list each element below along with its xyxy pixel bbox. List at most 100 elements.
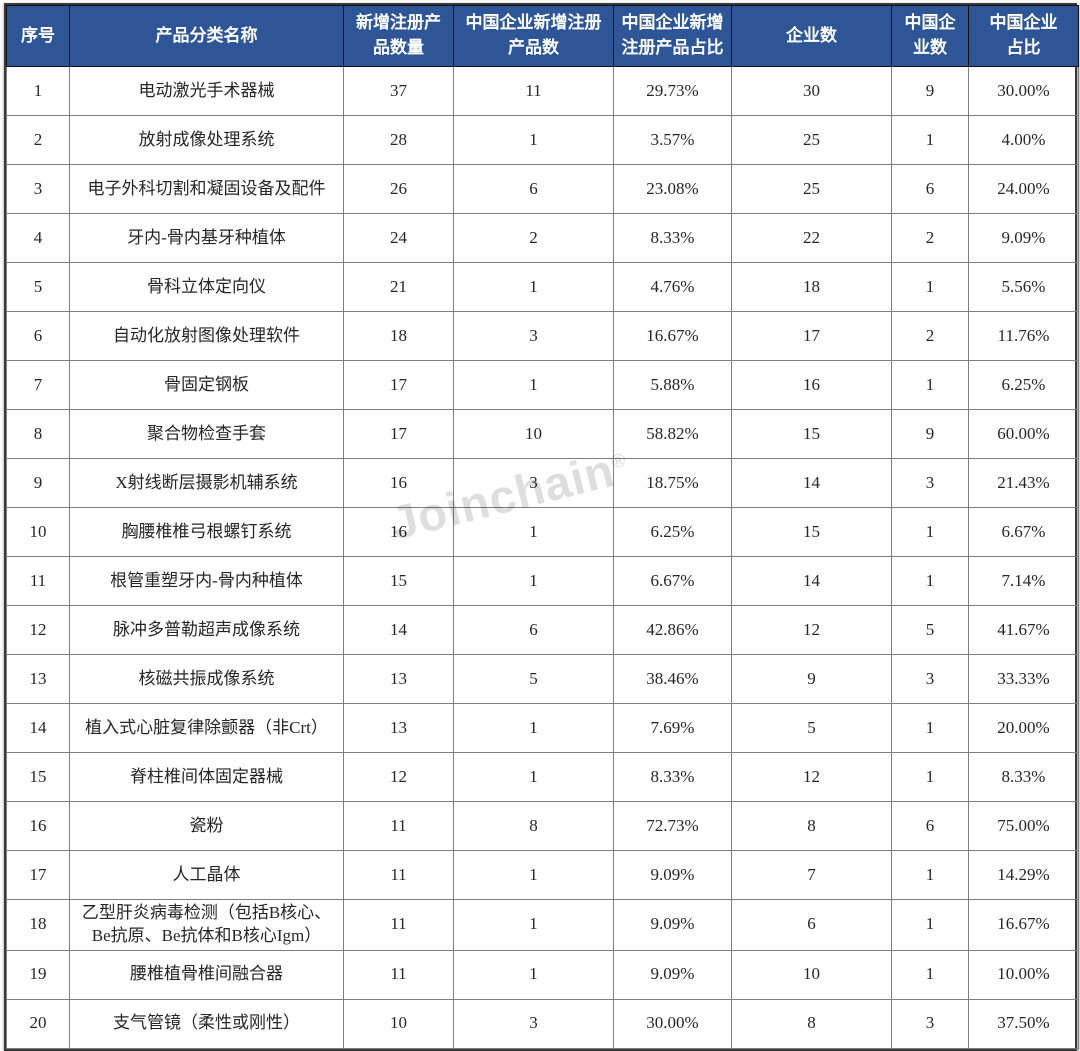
cell-new-registered-products: 13 <box>343 654 454 704</box>
cell-cn-enterprise-new-registered-products: 1 <box>453 115 614 165</box>
cell-cn-enterprise-share: 8.33% <box>968 752 1079 802</box>
cell-product-category-name: 聚合物检查手套 <box>69 409 344 459</box>
cell-cn-enterprise-share: 6.67% <box>968 507 1079 557</box>
cell-enterprise-count: 15 <box>731 409 892 459</box>
cell-cn-enterprise-new-registered-products: 1 <box>453 262 614 312</box>
cell-enterprise-count: 15 <box>731 507 892 557</box>
cell-enterprise-count: 8 <box>731 801 892 851</box>
table-body: 1 电动激光手术器械 37 11 29.73% 30 9 30.00% 2 放射成像处理系统 28 1… <box>6 66 1079 1049</box>
cell-cn-enterprise-count: 1 <box>891 752 969 802</box>
cell-cn-enterprise-share: 11.76% <box>968 311 1079 361</box>
cell-new-registered-products: 37 <box>343 66 454 116</box>
cell-cn-enterprise-count: 2 <box>891 213 969 263</box>
cell-enterprise-count: 25 <box>731 115 892 165</box>
table-row: 20 支气管镜（柔性或刚性） 10 3 30.00% 8 3 37.50% <box>6 998 1079 1049</box>
cell-product-category-name: 瓷粉 <box>69 801 344 851</box>
cell-cn-enterprise-new-registered-share: 4.76% <box>613 262 732 312</box>
cell-cn-enterprise-share: 9.09% <box>968 213 1079 263</box>
cell-cn-enterprise-share: 7.14% <box>968 556 1079 606</box>
cell-cn-enterprise-new-registered-share: 9.09% <box>613 899 732 951</box>
column-header-product-category-name: 产品分类名称 <box>69 5 344 67</box>
cell-index: 20 <box>6 998 70 1049</box>
table-row: 2 放射成像处理系统 28 1 3.57% 25 1 4.00% <box>6 115 1079 165</box>
table-row: 4 牙内-骨内基牙种植体 24 2 8.33% 22 2 9.09% <box>6 213 1079 263</box>
cell-product-category-name: 骨固定钢板 <box>69 360 344 410</box>
cell-enterprise-count: 6 <box>731 899 892 951</box>
cell-product-category-name: 放射成像处理系统 <box>69 115 344 165</box>
cell-new-registered-products: 12 <box>343 752 454 802</box>
cell-cn-enterprise-count: 1 <box>891 899 969 951</box>
cell-cn-enterprise-count: 3 <box>891 654 969 704</box>
cell-cn-enterprise-share: 6.25% <box>968 360 1079 410</box>
cell-product-category-name: 电子外科切割和凝固设备及配件 <box>69 164 344 214</box>
cell-cn-enterprise-count: 1 <box>891 556 969 606</box>
cell-enterprise-count: 5 <box>731 703 892 753</box>
cell-cn-enterprise-new-registered-products: 5 <box>453 654 614 704</box>
cell-product-category-name: X射线断层摄影机辅系统 <box>69 458 344 508</box>
cell-cn-enterprise-share: 30.00% <box>968 66 1079 116</box>
cell-cn-enterprise-new-registered-share: 8.33% <box>613 752 732 802</box>
table-row: 12 脉冲多普勒超声成像系统 14 6 42.86% 12 5 41.67% <box>6 605 1079 655</box>
cell-enterprise-count: 7 <box>731 850 892 900</box>
cell-new-registered-products: 18 <box>343 311 454 361</box>
table-row: 3 电子外科切割和凝固设备及配件 26 6 23.08% 25 6 24.00% <box>6 164 1079 214</box>
cell-index: 14 <box>6 703 70 753</box>
cell-cn-enterprise-share: 75.00% <box>968 801 1079 851</box>
cell-cn-enterprise-new-registered-share: 5.88% <box>613 360 732 410</box>
cell-new-registered-products: 10 <box>343 998 454 1049</box>
table-row: 18 乙型肝炎病毒检测（包括B核心、Be抗原、Be抗体和B核心Igm） 11 1 9.0… <box>6 899 1079 951</box>
cell-product-category-name: 根管重塑牙内-骨内种植体 <box>69 556 344 606</box>
cell-product-category-name: 腰椎植骨椎间融合器 <box>69 949 344 1000</box>
cell-cn-enterprise-count: 1 <box>891 703 969 753</box>
cell-cn-enterprise-count: 1 <box>891 949 969 1000</box>
table-row: 11 根管重塑牙内-骨内种植体 15 1 6.67% 14 1 7.14% <box>6 556 1079 606</box>
cell-cn-enterprise-count: 6 <box>891 801 969 851</box>
cell-product-category-name: 胸腰椎椎弓根螺钉系统 <box>69 507 344 557</box>
cell-product-category-name: 自动化放射图像处理软件 <box>69 311 344 361</box>
cell-cn-enterprise-count: 3 <box>891 998 969 1049</box>
cell-new-registered-products: 21 <box>343 262 454 312</box>
table-row: 6 自动化放射图像处理软件 18 3 16.67% 17 2 11.76% <box>6 311 1079 361</box>
cell-cn-enterprise-new-registered-share: 9.09% <box>613 949 732 1000</box>
column-header-cn-enterprise-count: 中国企 业数 <box>891 5 969 67</box>
cell-enterprise-count: 14 <box>731 458 892 508</box>
cell-cn-enterprise-new-registered-products: 6 <box>453 164 614 214</box>
cell-enterprise-count: 30 <box>731 66 892 116</box>
cell-cn-enterprise-new-registered-share: 7.69% <box>613 703 732 753</box>
table-row: 14 植入式心脏复律除颤器（非Crt） 13 1 7.69% 5 1 20.00% <box>6 703 1079 753</box>
cell-enterprise-count: 14 <box>731 556 892 606</box>
cell-cn-enterprise-new-registered-share: 6.25% <box>613 507 732 557</box>
cell-cn-enterprise-share: 24.00% <box>968 164 1079 214</box>
cell-cn-enterprise-new-registered-products: 3 <box>453 998 614 1049</box>
cell-cn-enterprise-new-registered-share: 8.33% <box>613 213 732 263</box>
cell-index: 13 <box>6 654 70 704</box>
cell-cn-enterprise-new-registered-share: 29.73% <box>613 66 732 116</box>
table-row: 13 核磁共振成像系统 13 5 38.46% 9 3 33.33% <box>6 654 1079 704</box>
cell-cn-enterprise-share: 33.33% <box>968 654 1079 704</box>
cell-index: 3 <box>6 164 70 214</box>
cell-enterprise-count: 18 <box>731 262 892 312</box>
cell-index: 16 <box>6 801 70 851</box>
cell-cn-enterprise-new-registered-products: 1 <box>453 850 614 900</box>
cell-new-registered-products: 15 <box>343 556 454 606</box>
cell-new-registered-products: 13 <box>343 703 454 753</box>
cell-cn-enterprise-share: 41.67% <box>968 605 1079 655</box>
cell-new-registered-products: 11 <box>343 899 454 951</box>
cell-cn-enterprise-new-registered-products: 1 <box>453 899 614 951</box>
cell-cn-enterprise-new-registered-share: 72.73% <box>613 801 732 851</box>
cell-cn-enterprise-new-registered-share: 42.86% <box>613 605 732 655</box>
table-row: 17 人工晶体 11 1 9.09% 7 1 14.29% <box>6 850 1079 900</box>
cell-index: 10 <box>6 507 70 557</box>
cell-cn-enterprise-new-registered-products: 11 <box>453 66 614 116</box>
cell-cn-enterprise-new-registered-share: 30.00% <box>613 998 732 1049</box>
cell-new-registered-products: 11 <box>343 801 454 851</box>
cell-product-category-name: 支气管镜（柔性或刚性） <box>69 998 344 1049</box>
cell-index: 17 <box>6 850 70 900</box>
cell-index: 5 <box>6 262 70 312</box>
cell-index: 1 <box>6 66 70 116</box>
cell-cn-enterprise-count: 1 <box>891 262 969 312</box>
table-row: 9 X射线断层摄影机辅系统 16 3 18.75% 14 3 21.43% <box>6 458 1079 508</box>
cell-new-registered-products: 16 <box>343 458 454 508</box>
cell-cn-enterprise-count: 2 <box>891 311 969 361</box>
cell-cn-enterprise-new-registered-products: 1 <box>453 507 614 557</box>
